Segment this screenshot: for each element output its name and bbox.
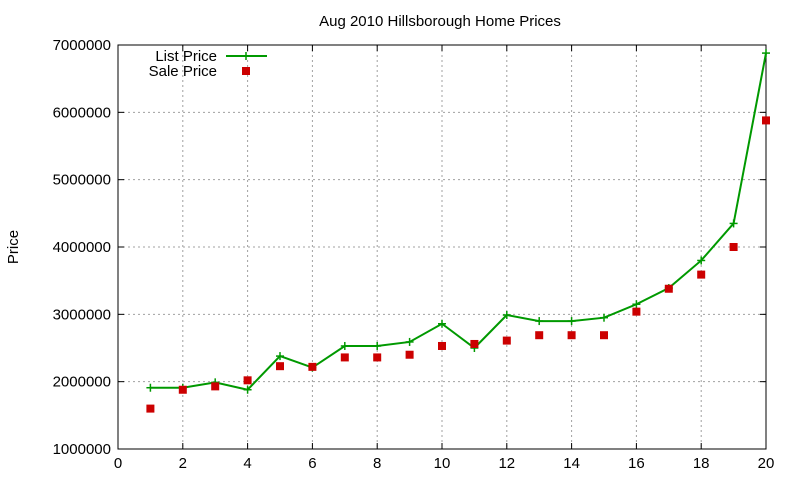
sale-price-point	[600, 331, 608, 340]
list-price-point	[243, 385, 252, 394]
list-price-point	[762, 49, 770, 58]
tick-labels: 0 2 4 6 8 10 12 14 16 18 20 1000000 2000000 3000000 40…	[53, 37, 775, 472]
list-price-point	[276, 352, 284, 361]
list-price-point	[567, 317, 576, 326]
list-price-point	[373, 341, 382, 350]
sale-price-point	[567, 331, 576, 340]
sale-price-point	[146, 404, 155, 413]
sale-price-point	[308, 362, 317, 371]
list-price-point	[729, 219, 738, 228]
list-price-point	[600, 313, 608, 322]
sale-price-point	[632, 307, 641, 316]
sale-price-point	[664, 284, 673, 293]
y-tick-label: 4000000	[53, 239, 111, 256]
list-price-point	[438, 319, 446, 328]
x-tick-label: 18	[693, 455, 710, 472]
y-tick-label: 1000000	[53, 441, 111, 458]
x-tick-label: 20	[758, 455, 775, 472]
legend-label: Sale Price	[149, 63, 217, 80]
sale-price-point	[211, 382, 220, 391]
x-tick-label: 10	[434, 455, 451, 472]
list-price-point	[632, 300, 641, 309]
x-tick-label: 16	[628, 455, 645, 472]
list-price-point	[535, 317, 544, 326]
chart-title: Aug 2010 Hillsborough Home Prices	[319, 13, 561, 30]
y-tick-label: 3000000	[53, 306, 111, 323]
x-tick-label: 8	[373, 455, 381, 472]
sale-price-point	[276, 362, 284, 371]
x-tick-label: 12	[498, 455, 515, 472]
sale-price-point	[405, 350, 414, 359]
legend-plus-sample	[242, 52, 250, 60]
series-layer	[146, 49, 770, 413]
legend-label: List Price	[155, 48, 217, 65]
list-price-point	[502, 311, 511, 320]
sale-price-point	[762, 116, 770, 125]
y-tick-label: 7000000	[53, 37, 111, 54]
x-tick-label: 2	[179, 455, 187, 472]
axis-ticks	[117, 44, 767, 450]
list-price-point	[697, 256, 706, 265]
list-price-point	[146, 383, 155, 392]
list-price-line	[150, 52, 767, 391]
sale-price-point	[373, 353, 382, 362]
y-tick-label: 2000000	[53, 374, 111, 391]
series-1	[146, 116, 770, 413]
list-price-point	[405, 337, 414, 346]
legend-square-sample	[242, 67, 250, 75]
sale-price-point	[470, 339, 479, 348]
sale-price-point	[697, 270, 706, 279]
y-axis-label: Price	[5, 230, 22, 264]
sale-price-point	[535, 331, 544, 340]
x-tick-label: 14	[563, 455, 580, 472]
sale-price-point	[243, 376, 252, 385]
sale-price-point	[340, 353, 349, 362]
sale-price-point	[438, 341, 446, 350]
sale-price-point	[178, 385, 187, 394]
y-tick-label: 5000000	[53, 172, 111, 189]
sale-price-point	[729, 243, 738, 251]
series-0	[146, 49, 770, 394]
x-tick-label: 4	[243, 455, 251, 472]
y-tick-label: 6000000	[53, 104, 111, 121]
x-tick-label: 0	[114, 455, 122, 472]
sale-price-point	[502, 336, 511, 345]
list-price-point	[340, 341, 349, 350]
x-tick-label: 6	[308, 455, 316, 472]
